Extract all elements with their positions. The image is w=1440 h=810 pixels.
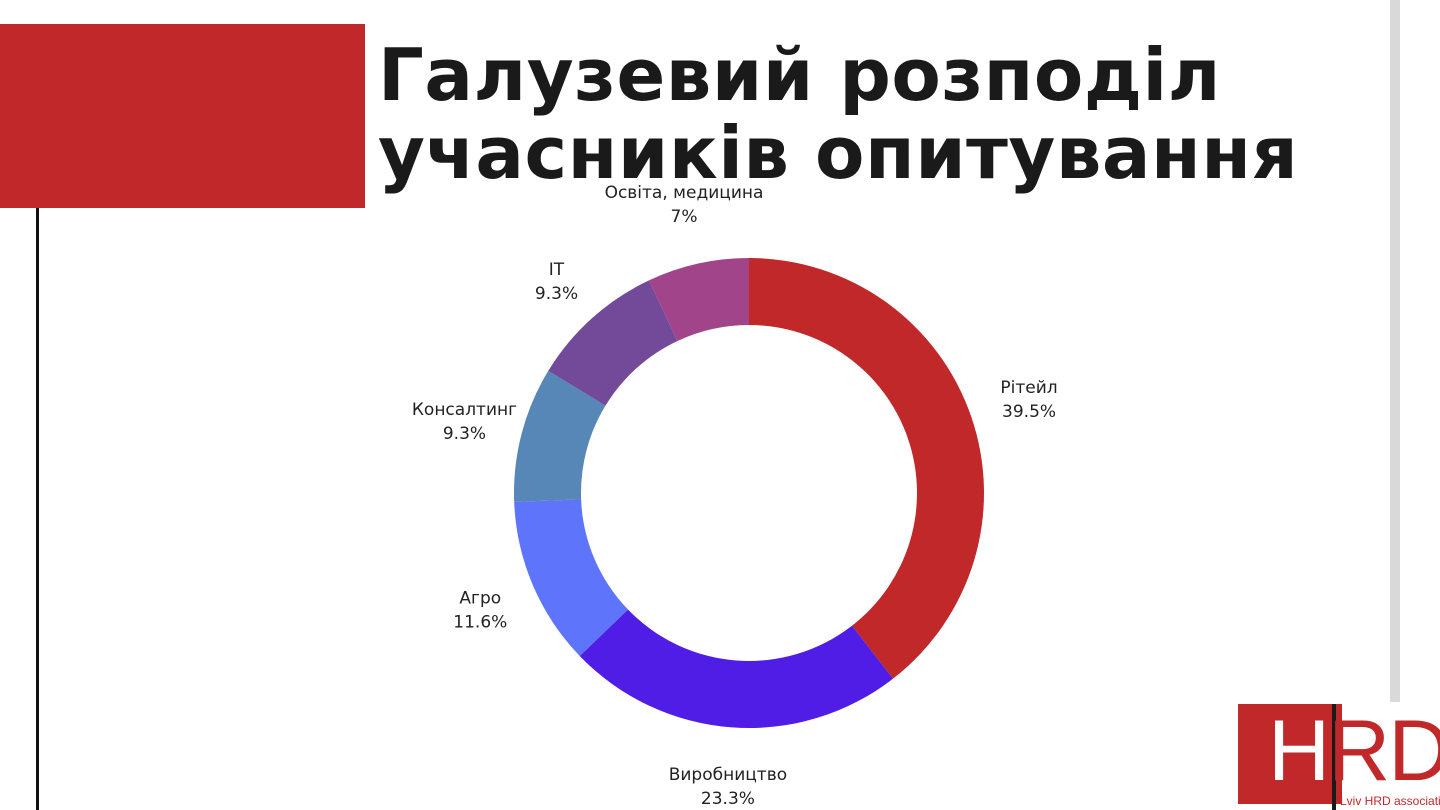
slice-value-2: 23.3% bbox=[701, 789, 755, 809]
slice-value-3: 11.6% bbox=[453, 612, 507, 632]
title-line-1: Галузевий розподіл bbox=[378, 33, 1221, 117]
logo-letter-r: R bbox=[1328, 703, 1390, 799]
logo-caption: Lviv HRD association bbox=[1340, 794, 1440, 808]
right-vertical-rule bbox=[1390, 0, 1400, 702]
slice-1 bbox=[749, 258, 984, 679]
slice-label-2: Виробництво bbox=[669, 765, 787, 785]
slice-3 bbox=[514, 499, 628, 657]
page-title: Галузевий розподіл учасників опитування bbox=[378, 36, 1378, 192]
slice-label-3: Агро bbox=[459, 588, 501, 608]
logo-letters: HRD bbox=[1268, 708, 1440, 794]
title-line-2: учасників опитування bbox=[378, 111, 1299, 195]
logo-divider bbox=[1332, 704, 1336, 810]
slice-5 bbox=[548, 280, 678, 406]
slice-value-1: 39.5% bbox=[1002, 402, 1056, 422]
logo-letter-h: H bbox=[1268, 703, 1330, 799]
slice-2 bbox=[579, 609, 894, 728]
hrd-logo: HRD Lviv HRD association bbox=[1238, 704, 1440, 810]
red-accent-block bbox=[0, 24, 365, 208]
slice-6 bbox=[648, 258, 749, 341]
slice-label-1: Рітейл bbox=[1000, 378, 1057, 398]
donut-slices bbox=[514, 258, 984, 728]
slice-4 bbox=[514, 370, 606, 502]
slice-value-4: 9.3% bbox=[443, 424, 486, 444]
logo-red-square bbox=[1238, 704, 1342, 804]
slice-label-4: Консалтинг bbox=[412, 400, 517, 420]
logo-letter-d: D bbox=[1388, 703, 1440, 799]
donut-labels: Рітейл 39.5% Виробництво 23.3% Агро 11.6% Конс… bbox=[412, 183, 1058, 809]
slice-label-5: IT bbox=[549, 260, 565, 280]
slice-value-6: 7% bbox=[671, 207, 698, 227]
slice-label-6: Освіта, медицина bbox=[605, 183, 764, 203]
slice-value-5: 9.3% bbox=[535, 284, 578, 304]
left-vertical-rule bbox=[36, 208, 39, 810]
